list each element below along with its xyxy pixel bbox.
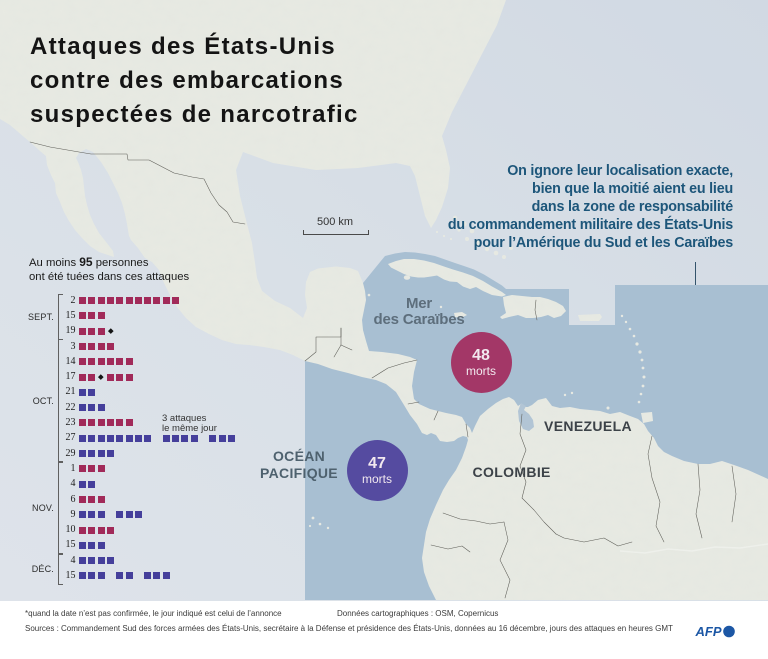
svg-text:AFP: AFP: [695, 624, 722, 639]
